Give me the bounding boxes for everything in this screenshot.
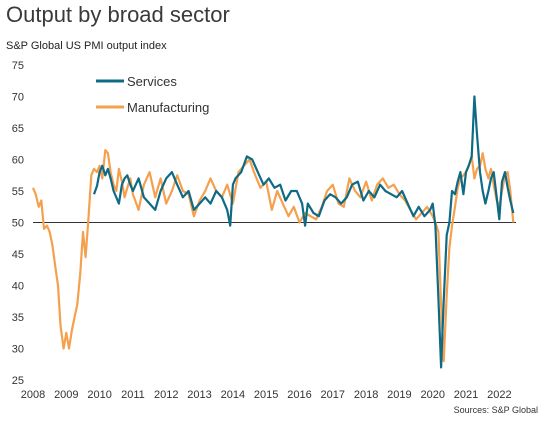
x-tick-label: 2013 — [187, 389, 211, 401]
y-tick-label: 25 — [12, 375, 24, 387]
y-axis-ticks: 25 30 35 40 45 50 55 60 65 70 75 — [12, 60, 24, 387]
y-tick-label: 35 — [12, 312, 24, 324]
y-tick-label: 55 — [12, 186, 24, 198]
y-tick-label: 70 — [12, 92, 24, 104]
x-tick-label: 2008 — [21, 389, 45, 401]
x-tick-label: 2021 — [454, 389, 478, 401]
chart-title: Output by broad sector — [6, 2, 230, 27]
legend: Services Manufacturing — [96, 74, 209, 115]
x-tick-label: 2010 — [87, 389, 111, 401]
y-tick-label: 40 — [12, 281, 24, 293]
x-tick-label: 2012 — [154, 389, 178, 401]
x-tick-label: 2016 — [287, 389, 311, 401]
y-tick-label: 45 — [12, 249, 24, 261]
chart-source: Sources: S&P Global — [453, 405, 538, 415]
y-tick-label: 75 — [12, 60, 24, 72]
y-tick-label: 60 — [12, 155, 24, 167]
x-tick-label: 2017 — [321, 389, 345, 401]
legend-label-manufacturing: Manufacturing — [127, 100, 209, 115]
series-line-services — [92, 95, 515, 369]
legend-label-services: Services — [127, 74, 177, 89]
x-tick-label: 2014 — [221, 389, 245, 401]
y-tick-label: 65 — [12, 123, 24, 135]
y-tick-label: 50 — [12, 218, 24, 230]
chart-subtitle: S&P Global US PMI output index — [6, 40, 167, 52]
x-tick-label: 2019 — [387, 389, 411, 401]
x-tick-label: 2018 — [354, 389, 378, 401]
x-axis-ticks: 2008 2009 2010 2011 2012 2013 2014 2015 2016 2017… — [21, 389, 512, 401]
x-tick-label: 2011 — [121, 389, 145, 401]
x-tick-label: 2020 — [420, 389, 444, 401]
x-tick-label: 2009 — [54, 389, 78, 401]
x-tick-label: 2015 — [254, 389, 278, 401]
x-tick-label: 2022 — [487, 389, 511, 401]
series-line-manufacturing — [31, 149, 515, 363]
series-lines — [31, 95, 515, 369]
y-tick-label: 30 — [12, 344, 24, 356]
